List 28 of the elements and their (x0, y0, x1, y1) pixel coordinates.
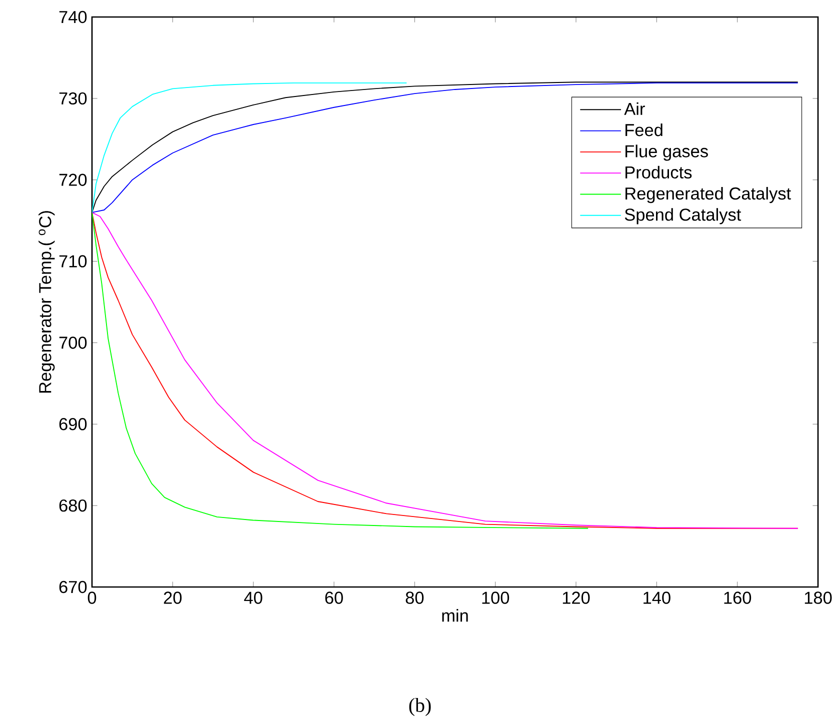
legend-label: Flue gases (626, 144, 708, 161)
x-tick-label: 120 (562, 592, 590, 604)
x-tick-label: 40 (244, 592, 262, 604)
x-axis-title: min (442, 609, 468, 622)
x-tick-label: 60 (325, 592, 343, 604)
x-tick-label: 100 (482, 592, 510, 604)
legend-label: Spend Catalyst (624, 208, 742, 224)
y-tick-label: 670 (59, 580, 87, 594)
x-tick-label: 140 (644, 592, 670, 604)
y-tick-label: 690 (59, 418, 87, 430)
x-tick-label: 20 (164, 592, 182, 604)
y-tick-label: 720 (59, 174, 87, 186)
y-tick-label: 700 (59, 336, 87, 349)
line-series (92, 212, 589, 529)
y-tick-label: 730 (59, 92, 87, 105)
x-tick-label: 0 (88, 592, 96, 604)
x-tick-label: 160 (724, 592, 752, 604)
y-tick-label: 710 (59, 255, 87, 268)
text: (b) (409, 698, 431, 716)
y-tick-label: 740 (59, 10, 87, 24)
x-tick-label: 180 (804, 592, 832, 604)
y-axis-title: Regenerator Temp.( $^{o}$C) (38, 211, 55, 393)
legend-label: Air (624, 102, 645, 115)
legend-label: Feed (626, 124, 662, 136)
x-tick-label: 80 (406, 592, 424, 604)
y-tick-label: 680 (59, 499, 87, 512)
legend-label: Products (626, 166, 692, 179)
legend-label: Regenerated Catalyst (626, 186, 791, 204)
